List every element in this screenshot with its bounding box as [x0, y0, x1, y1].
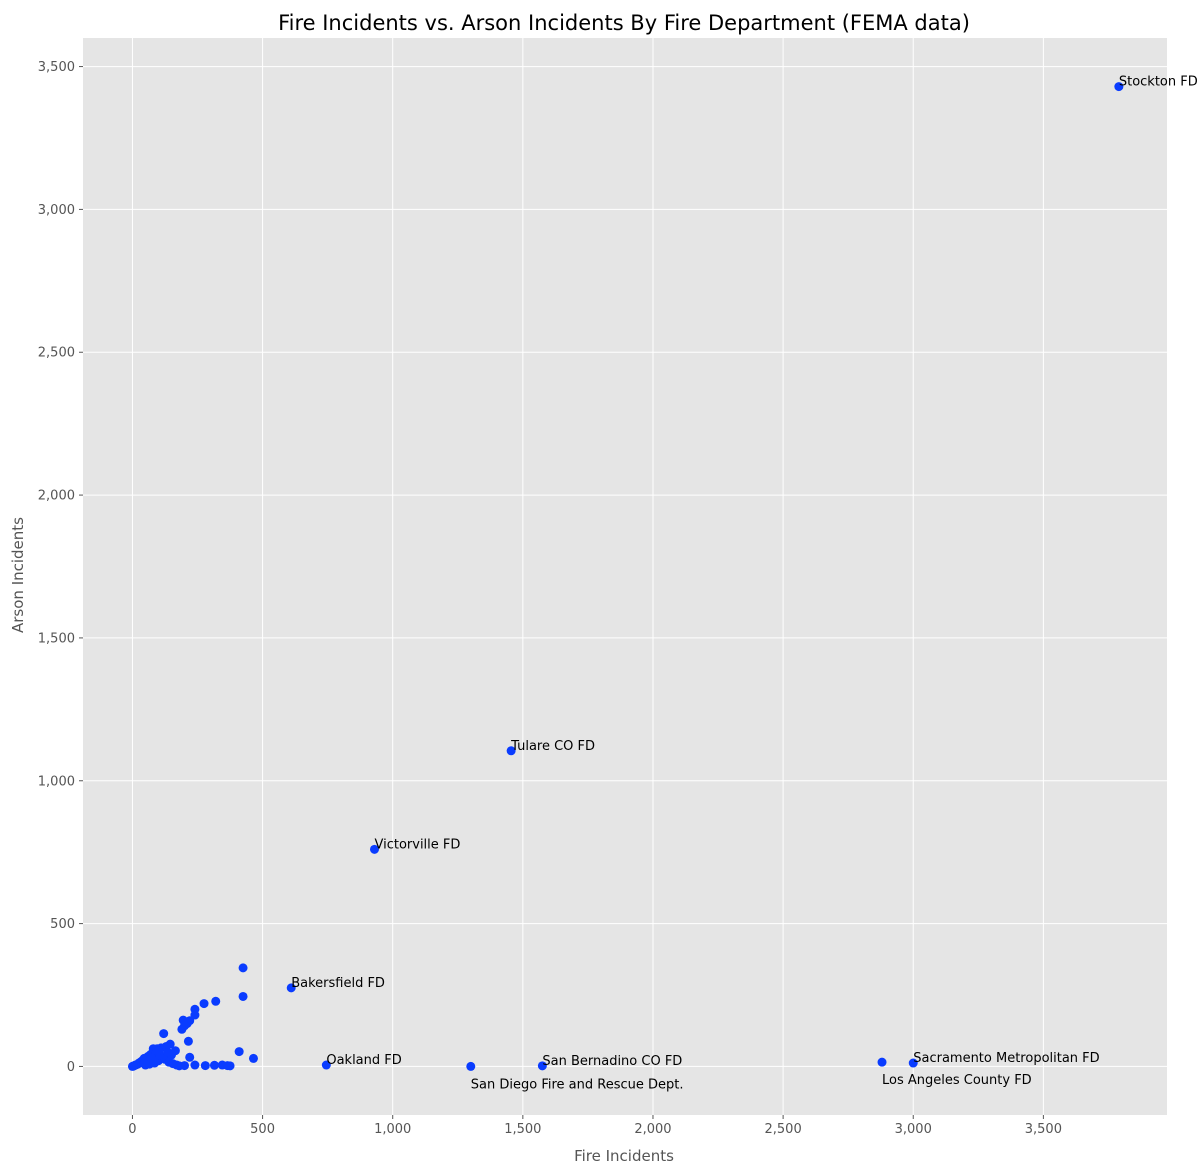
data-point: [1114, 82, 1124, 92]
data-point: [163, 1047, 173, 1057]
y-tick-label: 2,000: [38, 489, 75, 504]
y-tick-label: 3,500: [38, 60, 75, 75]
y-tick-label: 2,500: [38, 346, 75, 361]
y-tick-label: 0: [67, 1060, 75, 1075]
point-label: Stockton FD: [1119, 75, 1198, 90]
x-tick-label: 1,000: [374, 1122, 411, 1137]
point-annotations: Stockton FD Tulare CO FD Victorville FD Bak…: [291, 75, 1198, 1093]
data-points: [127, 82, 1124, 1071]
point-label: Los Angeles County FD: [882, 1073, 1032, 1088]
x-tick-label: 3,000: [895, 1122, 932, 1137]
data-point: [238, 963, 248, 973]
plot-area: [83, 38, 1167, 1115]
data-point: [209, 1060, 219, 1070]
x-axis-label: Fire Incidents: [574, 1147, 674, 1165]
data-point: [234, 1047, 244, 1057]
data-point: [180, 1021, 190, 1031]
x-tick-label: 2,500: [765, 1122, 802, 1137]
data-point: [180, 1061, 190, 1071]
y-tick-label: 3,000: [38, 203, 75, 218]
data-point: [908, 1058, 918, 1068]
y-tick-label: 1,500: [38, 631, 75, 646]
x-tick-label: 3,500: [1025, 1122, 1062, 1137]
data-point: [190, 1060, 200, 1070]
data-point: [506, 746, 516, 756]
point-label: San Diego Fire and Rescue Dept.: [471, 1077, 684, 1092]
data-point: [225, 1061, 235, 1071]
point-label: San Bernadino CO FD: [542, 1054, 682, 1069]
data-point: [159, 1029, 169, 1039]
x-tick-label: 1,500: [504, 1122, 541, 1137]
data-point: [153, 1046, 163, 1056]
data-point: [190, 1010, 200, 1020]
point-label: Sacramento Metropolitan FD: [913, 1051, 1099, 1066]
data-point: [248, 1053, 258, 1063]
data-point: [139, 1059, 149, 1069]
point-label: Tulare CO FD: [510, 739, 595, 754]
x-tick-label: 2,000: [634, 1122, 671, 1137]
grid-lines: [83, 38, 1167, 1115]
data-point: [238, 991, 248, 1001]
y-tick-label: 1,000: [38, 774, 75, 789]
data-point: [200, 1061, 210, 1071]
data-point: [211, 996, 221, 1006]
x-tick-label: 0: [128, 1122, 136, 1137]
data-point: [199, 999, 209, 1009]
data-point: [185, 1052, 195, 1062]
chart-title: Fire Incidents vs. Arson Incidents By Fi…: [278, 11, 970, 35]
point-label: Oakland FD: [326, 1053, 401, 1068]
y-axis-label: Arson Incidents: [9, 517, 27, 633]
y-axis: 0 500 1,000 1,500 2,000 2,500 3,000 3,500: [38, 60, 83, 1075]
data-point: [877, 1057, 887, 1067]
data-point: [286, 983, 296, 993]
data-point: [183, 1036, 193, 1046]
point-label: Victorville FD: [374, 837, 460, 852]
x-axis: 0 500 1,000 1,500 2,000 2,500 3,000 3,500: [128, 1115, 1062, 1137]
data-point: [321, 1060, 331, 1070]
x-tick-label: 500: [250, 1122, 275, 1137]
data-point: [369, 844, 379, 854]
data-point: [466, 1061, 476, 1071]
y-tick-label: 500: [50, 917, 75, 932]
point-label: Bakersfield FD: [291, 976, 385, 991]
data-point: [537, 1061, 547, 1071]
data-point: [128, 1061, 138, 1071]
